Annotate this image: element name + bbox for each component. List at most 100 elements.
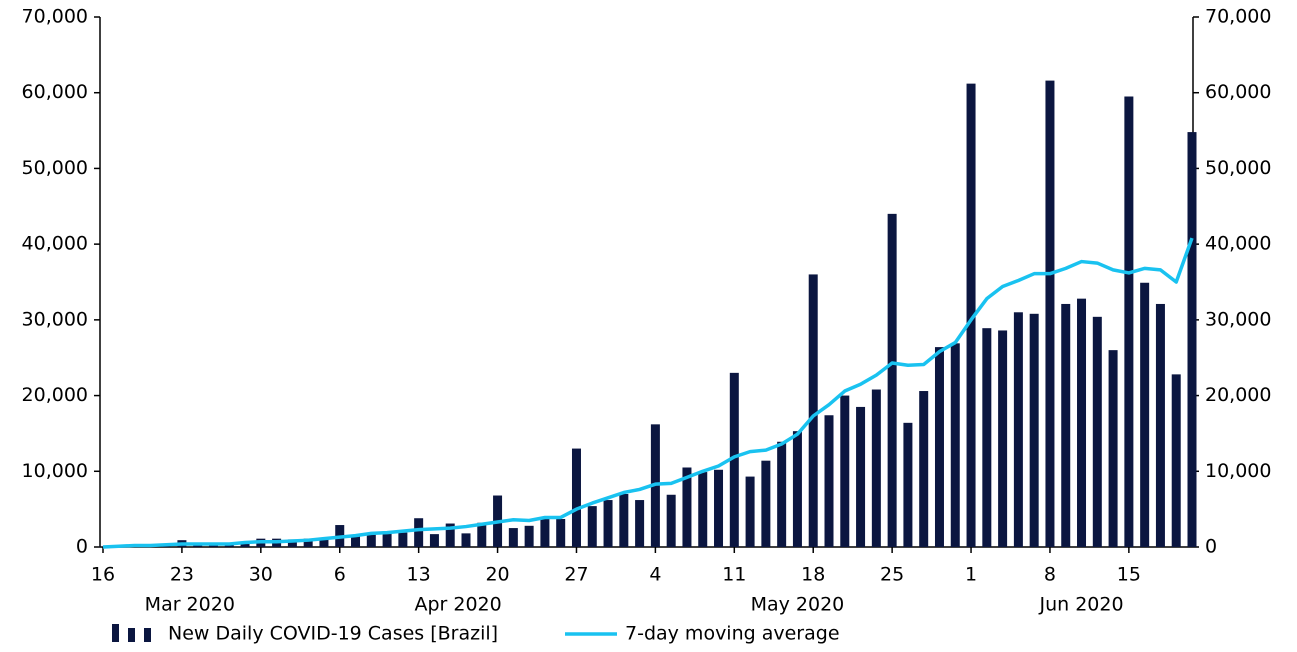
- bar: [729, 372, 739, 547]
- x-tick-label: 1: [965, 564, 977, 586]
- x-tick-label: 30: [249, 564, 273, 586]
- bar: [1171, 374, 1181, 547]
- bar: [1092, 316, 1102, 547]
- x-tick-label: 13: [407, 564, 431, 586]
- bar: [1108, 350, 1118, 547]
- bar: [966, 83, 976, 547]
- bar: [666, 494, 676, 547]
- bar: [792, 431, 802, 547]
- bar: [998, 330, 1008, 547]
- bar: [808, 274, 818, 547]
- y2-tick-label: 20,000: [1205, 384, 1271, 406]
- bar: [556, 518, 566, 547]
- x-tick-label: 8: [1044, 564, 1056, 586]
- y-tick-label: 50,000: [22, 157, 88, 179]
- bar: [398, 532, 408, 547]
- x-tick-label: 6: [334, 564, 346, 586]
- bar: [193, 544, 203, 547]
- bar: [714, 469, 724, 547]
- bar: [1187, 132, 1197, 548]
- bar: [587, 506, 597, 547]
- bar: [871, 389, 881, 547]
- bar: [1029, 313, 1039, 547]
- bar: [287, 539, 297, 547]
- bar: [208, 544, 218, 547]
- bar: [1155, 303, 1165, 547]
- bar: [224, 544, 234, 547]
- bar: [1013, 312, 1023, 547]
- bar: [508, 528, 518, 547]
- bar: [524, 525, 534, 547]
- x-tick-label: 23: [170, 564, 194, 586]
- bar: [414, 518, 424, 547]
- y2-tick-label: 70,000: [1205, 6, 1271, 28]
- bar: [461, 533, 471, 547]
- legend-swatch: [112, 624, 119, 642]
- bar: [1124, 96, 1134, 547]
- bar: [856, 406, 866, 547]
- bar: [351, 536, 361, 547]
- moving-average-line: [102, 237, 1194, 549]
- bar: [982, 328, 992, 547]
- y2-tick-label: 0: [1205, 536, 1217, 558]
- y2-tick-label: 10,000: [1205, 460, 1271, 482]
- bar: [761, 460, 771, 547]
- bar: [603, 500, 613, 547]
- month-label: Mar 2020: [145, 594, 235, 616]
- bar: [1045, 80, 1055, 547]
- bar: [445, 523, 455, 547]
- y2-tick-label: 50,000: [1205, 157, 1271, 179]
- bar: [903, 422, 913, 547]
- bar: [698, 472, 708, 547]
- x-tick-label: 15: [1117, 564, 1141, 586]
- y2-tick-label: 30,000: [1205, 308, 1271, 330]
- x-tick-label: 16: [91, 564, 115, 586]
- legend-label: New Daily COVID-19 Cases [Brazil]: [168, 623, 498, 645]
- bar: [777, 441, 787, 547]
- bar: [429, 534, 439, 547]
- x-tick-label: 4: [649, 564, 661, 586]
- bar: [366, 533, 376, 547]
- month-label: Apr 2020: [414, 594, 501, 616]
- bar: [840, 395, 850, 547]
- x-tick-label: 18: [801, 564, 825, 586]
- bar: [745, 476, 755, 547]
- bar: [824, 415, 834, 547]
- month-label: Jun 2020: [1038, 594, 1123, 616]
- y-tick-label: 40,000: [22, 233, 88, 255]
- bar: [635, 500, 645, 547]
- month-label: May 2020: [751, 594, 845, 616]
- y-tick-label: 60,000: [22, 81, 88, 103]
- y2-tick-label: 60,000: [1205, 81, 1271, 103]
- bar: [571, 448, 581, 547]
- legend-swatch: [144, 628, 151, 642]
- x-tick-label: 27: [564, 564, 588, 586]
- bar: [477, 522, 487, 547]
- bar: [240, 543, 250, 547]
- y-tick-label: 0: [76, 536, 88, 558]
- bar: [682, 467, 692, 547]
- x-tick-label: 25: [880, 564, 904, 586]
- bar: [1140, 282, 1150, 547]
- bar: [1077, 298, 1087, 547]
- bar: [319, 539, 329, 547]
- y-tick-label: 10,000: [22, 460, 88, 482]
- bar: [540, 518, 550, 547]
- bar: [919, 391, 929, 547]
- bar: [1061, 303, 1071, 547]
- x-tick-label: 11: [722, 564, 746, 586]
- bar: [382, 533, 392, 547]
- legend-swatch: [128, 628, 135, 642]
- y-tick-label: 30,000: [22, 308, 88, 330]
- y-tick-label: 70,000: [22, 6, 88, 28]
- y-tick-label: 20,000: [22, 384, 88, 406]
- x-tick-label: 20: [485, 564, 509, 586]
- y2-tick-label: 40,000: [1205, 233, 1271, 255]
- bar: [303, 538, 313, 547]
- bar: [887, 213, 897, 547]
- legend-label: 7-day moving average: [625, 623, 840, 645]
- bar: [950, 343, 960, 547]
- bar: [619, 494, 629, 547]
- bar: [934, 347, 944, 547]
